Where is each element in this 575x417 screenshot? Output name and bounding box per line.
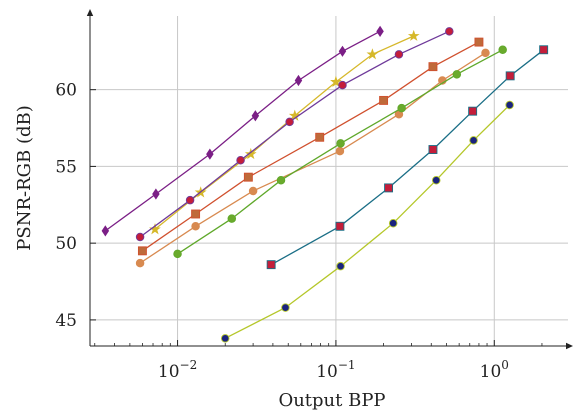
series-1 bbox=[101, 25, 384, 237]
series-7 bbox=[266, 45, 549, 270]
data-point bbox=[135, 258, 145, 268]
data-point bbox=[191, 222, 200, 231]
data-point bbox=[338, 45, 347, 57]
data-point bbox=[266, 260, 276, 270]
data-point bbox=[281, 303, 290, 312]
data-point bbox=[474, 37, 484, 47]
x-tick-label-exponent: 0 bbox=[501, 358, 509, 372]
data-point bbox=[388, 218, 398, 228]
data-point bbox=[191, 209, 201, 219]
data-point bbox=[428, 145, 438, 154]
x-axis-label: Output BPP bbox=[278, 390, 385, 411]
data-point bbox=[498, 45, 507, 55]
data-point bbox=[384, 183, 394, 193]
data-point bbox=[452, 70, 462, 79]
data-point bbox=[505, 71, 515, 81]
data-point bbox=[335, 146, 345, 156]
series-4 bbox=[137, 37, 484, 256]
data-point bbox=[137, 246, 147, 256]
data-point bbox=[469, 136, 478, 145]
series-6 bbox=[173, 45, 507, 259]
data-point bbox=[294, 74, 303, 87]
data-point bbox=[376, 25, 384, 37]
data-point bbox=[173, 249, 182, 259]
data-point bbox=[330, 75, 342, 88]
x-tick-label-exponent: −1 bbox=[338, 358, 356, 372]
y-axis-label: PSNR-RGB (dB) bbox=[14, 105, 35, 251]
data-point bbox=[152, 188, 160, 200]
y-tick-label: 60 bbox=[55, 81, 77, 101]
series-8 bbox=[220, 100, 514, 343]
y-tick-label: 50 bbox=[55, 234, 77, 254]
data-point bbox=[315, 132, 325, 142]
series-3 bbox=[135, 27, 454, 242]
series-layer bbox=[101, 25, 549, 343]
data-point bbox=[101, 225, 110, 237]
data-point bbox=[335, 221, 345, 231]
data-point bbox=[243, 172, 253, 182]
data-point bbox=[227, 214, 237, 223]
data-point bbox=[276, 175, 286, 185]
x-tick-label-exponent: −2 bbox=[180, 358, 198, 372]
data-point bbox=[285, 117, 294, 127]
x-tick-label-base: 10 bbox=[158, 362, 180, 382]
grid-lines bbox=[90, 16, 568, 346]
x-tick-label: 100 bbox=[480, 358, 509, 382]
series-line bbox=[142, 41, 480, 252]
series-line bbox=[139, 30, 450, 238]
series-line bbox=[139, 52, 486, 264]
data-point bbox=[394, 50, 404, 59]
x-tick-label: 10−1 bbox=[316, 358, 355, 382]
ticks bbox=[90, 89, 543, 346]
axes bbox=[86, 9, 573, 350]
y-tick-label: 55 bbox=[55, 157, 77, 177]
data-point bbox=[445, 27, 454, 36]
series-line bbox=[104, 30, 381, 232]
data-point bbox=[379, 95, 389, 105]
data-point bbox=[397, 103, 406, 113]
data-point bbox=[336, 261, 345, 271]
y-tick-label: 45 bbox=[55, 311, 77, 331]
data-point bbox=[251, 110, 260, 122]
data-point bbox=[236, 156, 245, 165]
data-point bbox=[407, 29, 420, 41]
x-tick-label-base: 10 bbox=[316, 362, 338, 382]
data-point bbox=[505, 100, 514, 110]
data-point bbox=[481, 48, 490, 58]
data-point bbox=[220, 334, 230, 343]
data-point bbox=[431, 175, 441, 185]
data-point bbox=[248, 186, 258, 196]
series-5 bbox=[135, 48, 490, 268]
x-tick-label: 10−2 bbox=[158, 358, 197, 382]
data-point bbox=[338, 80, 347, 90]
data-point bbox=[539, 45, 549, 55]
data-point bbox=[206, 148, 214, 160]
data-point bbox=[135, 232, 145, 242]
x-tick-label-base: 10 bbox=[480, 362, 502, 382]
data-point bbox=[185, 195, 195, 205]
data-point bbox=[244, 147, 257, 160]
data-point bbox=[428, 62, 438, 72]
data-point bbox=[336, 139, 345, 148]
data-point bbox=[366, 48, 379, 60]
series-line bbox=[270, 49, 545, 266]
data-point bbox=[468, 106, 478, 116]
